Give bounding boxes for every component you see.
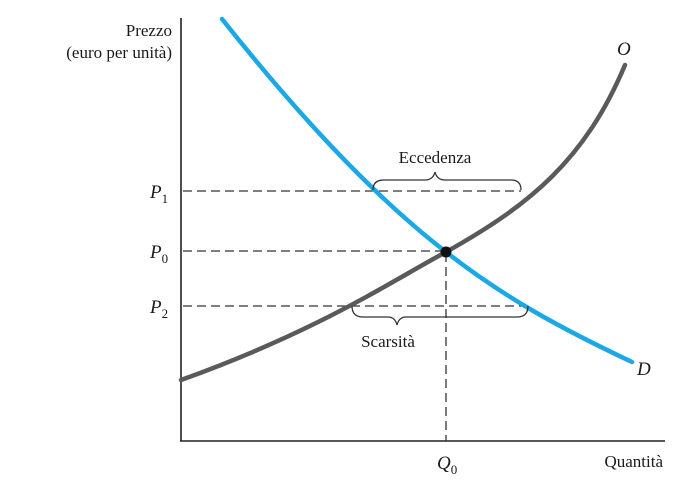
supply-curve-label: O: [617, 39, 631, 60]
demand-curve: [219, 16, 635, 365]
p2-label-main: P: [149, 297, 162, 318]
shortage-label: Scarsità: [361, 332, 415, 351]
surplus-label: Eccedenza: [399, 148, 472, 167]
p0-label: P0: [149, 242, 168, 266]
demand-curve-label: D: [636, 359, 651, 380]
q0-label-main: Q: [437, 453, 451, 474]
q0-label: Q0: [437, 453, 457, 477]
y-axis-title-line2: (euro per unità): [66, 43, 172, 62]
p2-label-sub: 2: [162, 306, 169, 321]
p0-label-main: P: [149, 242, 162, 263]
q0-label-sub: 0: [451, 462, 458, 477]
p1-label-sub: 1: [162, 191, 169, 206]
surplus-brace: [372, 171, 522, 191]
equilibrium-point: [440, 246, 452, 258]
p0-label-sub: 0: [162, 251, 169, 266]
y-axis-title-line1: Prezzo: [126, 21, 172, 40]
p2-label: P2: [149, 297, 168, 321]
shortage-brace: [351, 305, 529, 326]
p1-label: P1: [149, 182, 168, 206]
p1-label-main: P: [149, 182, 162, 203]
x-axis-title: Quantità: [604, 452, 663, 471]
